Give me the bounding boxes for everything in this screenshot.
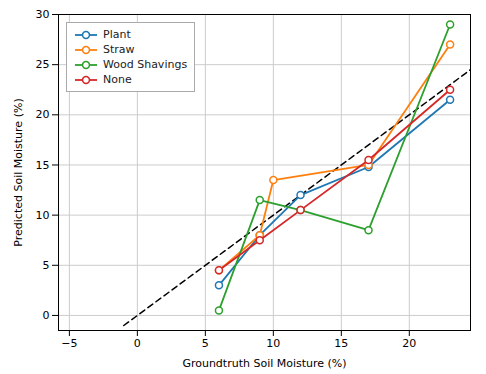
svg-text:−5: −5 xyxy=(61,337,77,350)
svg-text:10: 10 xyxy=(266,337,280,350)
svg-text:Predicted Soil Moisture (%): Predicted Soil Moisture (%) xyxy=(12,98,25,246)
svg-text:0: 0 xyxy=(134,337,141,350)
svg-text:5: 5 xyxy=(202,337,209,350)
svg-text:15: 15 xyxy=(334,337,348,350)
svg-text:20: 20 xyxy=(402,337,416,350)
svg-text:Groundtruth Soil Moisture (%): Groundtruth Soil Moisture (%) xyxy=(182,357,346,370)
html-text:Straw: Straw xyxy=(103,43,135,56)
svg-text:20: 20 xyxy=(36,108,50,121)
html-text:None: None xyxy=(103,73,132,86)
svg-text:25: 25 xyxy=(36,58,50,71)
html-text:Wood Shavings: Wood Shavings xyxy=(103,58,188,71)
svg-text:30: 30 xyxy=(36,8,50,21)
svg-text:0: 0 xyxy=(43,309,50,322)
svg-text:5: 5 xyxy=(43,259,50,272)
html-text:Plant: Plant xyxy=(103,28,131,41)
svg-text:10: 10 xyxy=(36,209,50,222)
svg-text:15: 15 xyxy=(36,158,50,171)
